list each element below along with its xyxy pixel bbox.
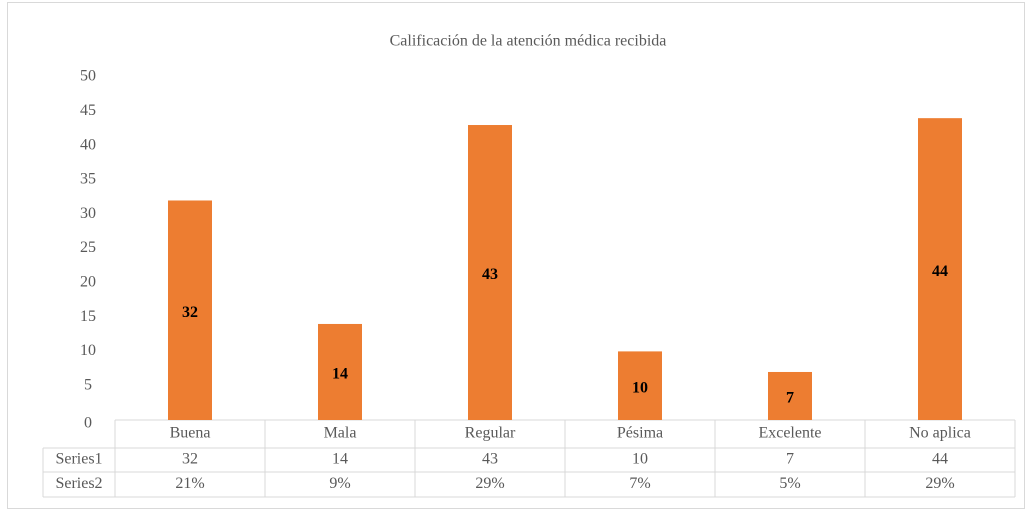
y-tick-label: 30 <box>80 205 96 222</box>
table-cell: 32 <box>182 451 198 468</box>
table-cell: 7% <box>629 475 650 492</box>
y-tick-label: 15 <box>80 308 96 325</box>
table-cell: 14 <box>332 451 348 468</box>
y-tick-label: 5 <box>84 376 92 393</box>
x-tick-label: Buena <box>170 425 211 442</box>
y-tick-label: 45 <box>80 102 96 119</box>
x-tick-label: Regular <box>465 425 516 442</box>
x-tick-label: No aplica <box>909 425 971 442</box>
legend-label: Series1 <box>55 451 102 468</box>
bar <box>918 118 962 420</box>
table-cell: 29% <box>475 475 504 492</box>
table-cell: 9% <box>329 475 350 492</box>
table-cell: 7 <box>786 451 794 468</box>
chart-frame <box>7 2 1025 509</box>
table-cell: 43 <box>482 451 498 468</box>
y-tick-label: 0 <box>84 415 92 432</box>
bar <box>768 371 812 420</box>
table-cell: 44 <box>932 451 948 468</box>
table-cell: 5% <box>779 475 800 492</box>
y-tick-label: 25 <box>80 239 96 256</box>
y-tick-label: 35 <box>80 171 96 188</box>
data-label: 14 <box>332 366 348 383</box>
bar <box>618 351 662 420</box>
legend-label: Series2 <box>55 475 102 492</box>
y-tick-label: 40 <box>80 136 96 153</box>
y-tick-label: 20 <box>80 273 96 290</box>
table-cell: 10 <box>632 451 648 468</box>
data-label: 10 <box>632 379 648 396</box>
data-label: 7 <box>786 390 794 407</box>
table-cell: 21% <box>175 475 204 492</box>
y-tick-label: 50 <box>80 68 96 85</box>
bar <box>318 323 362 420</box>
data-label: 43 <box>482 266 498 283</box>
y-tick-label: 10 <box>80 342 96 359</box>
x-tick-label: Pésima <box>617 425 663 442</box>
bar <box>168 200 212 420</box>
x-tick-label: Mala <box>324 425 357 442</box>
data-label: 44 <box>932 263 948 280</box>
data-label: 32 <box>182 304 198 321</box>
table-cell: 29% <box>925 475 954 492</box>
bar <box>468 125 512 421</box>
x-tick-label: Excelente <box>758 425 821 442</box>
chart-title: Calificación de la atención médica recib… <box>390 33 667 50</box>
